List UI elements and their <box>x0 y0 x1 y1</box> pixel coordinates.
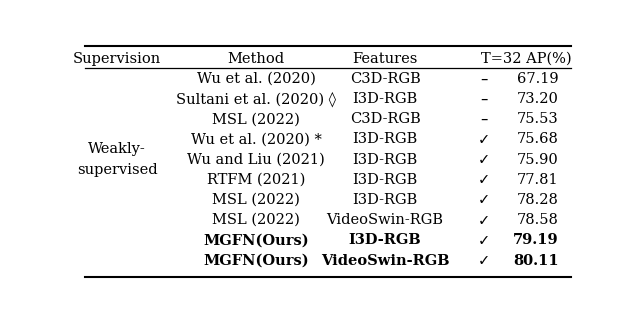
Text: 77.81: 77.81 <box>517 173 559 187</box>
Text: RTFM (2021): RTFM (2021) <box>207 173 305 187</box>
Text: I3D-RGB: I3D-RGB <box>353 92 418 106</box>
Text: –: – <box>481 71 488 86</box>
Text: ✓: ✓ <box>478 172 490 187</box>
Text: MSL (2022): MSL (2022) <box>212 112 300 126</box>
Text: C3D-RGB: C3D-RGB <box>349 112 420 126</box>
Text: –: – <box>481 91 488 107</box>
Text: MGFN(Ours): MGFN(Ours) <box>204 233 309 247</box>
Text: 78.58: 78.58 <box>516 213 559 227</box>
Text: MSL (2022): MSL (2022) <box>212 213 300 227</box>
Text: Wu and Liu (2021): Wu and Liu (2021) <box>188 153 325 166</box>
Text: Features: Features <box>353 52 418 66</box>
Text: I3D-RGB: I3D-RGB <box>353 193 418 207</box>
Text: T=32 AP(%): T=32 AP(%) <box>481 52 572 66</box>
Text: Wu et al. (2020): Wu et al. (2020) <box>196 72 316 86</box>
Text: I3D-RGB: I3D-RGB <box>353 173 418 187</box>
Text: Weakly-
supervised: Weakly- supervised <box>77 142 157 177</box>
Text: Method: Method <box>227 52 285 66</box>
Text: C3D-RGB: C3D-RGB <box>349 72 420 86</box>
Text: 75.90: 75.90 <box>517 153 559 166</box>
Text: 73.20: 73.20 <box>516 92 559 106</box>
Text: –: – <box>481 112 488 127</box>
Text: ✓: ✓ <box>478 132 490 147</box>
Text: ✓: ✓ <box>478 213 490 228</box>
Text: ✓: ✓ <box>478 253 490 268</box>
Text: ✓: ✓ <box>478 233 490 248</box>
Text: MSL (2022): MSL (2022) <box>212 193 300 207</box>
Text: Sultani et al. (2020) ◊: Sultani et al. (2020) ◊ <box>176 91 336 107</box>
Text: 75.53: 75.53 <box>517 112 559 126</box>
Text: I3D-RGB: I3D-RGB <box>349 233 421 247</box>
Text: I3D-RGB: I3D-RGB <box>353 132 418 147</box>
Text: Supervision: Supervision <box>73 52 161 66</box>
Text: 75.68: 75.68 <box>516 132 559 147</box>
Text: I3D-RGB: I3D-RGB <box>353 153 418 166</box>
Text: VideoSwin-RGB: VideoSwin-RGB <box>326 213 444 227</box>
Text: 67.19: 67.19 <box>517 72 559 86</box>
Text: MGFN(Ours): MGFN(Ours) <box>204 253 309 268</box>
Text: ✓: ✓ <box>478 193 490 207</box>
Text: 79.19: 79.19 <box>513 233 559 247</box>
Text: VideoSwin-RGB: VideoSwin-RGB <box>321 253 449 268</box>
Text: 80.11: 80.11 <box>513 253 559 268</box>
Text: Wu et al. (2020) *: Wu et al. (2020) * <box>191 132 321 147</box>
Text: 78.28: 78.28 <box>516 193 559 207</box>
Text: ✓: ✓ <box>478 152 490 167</box>
